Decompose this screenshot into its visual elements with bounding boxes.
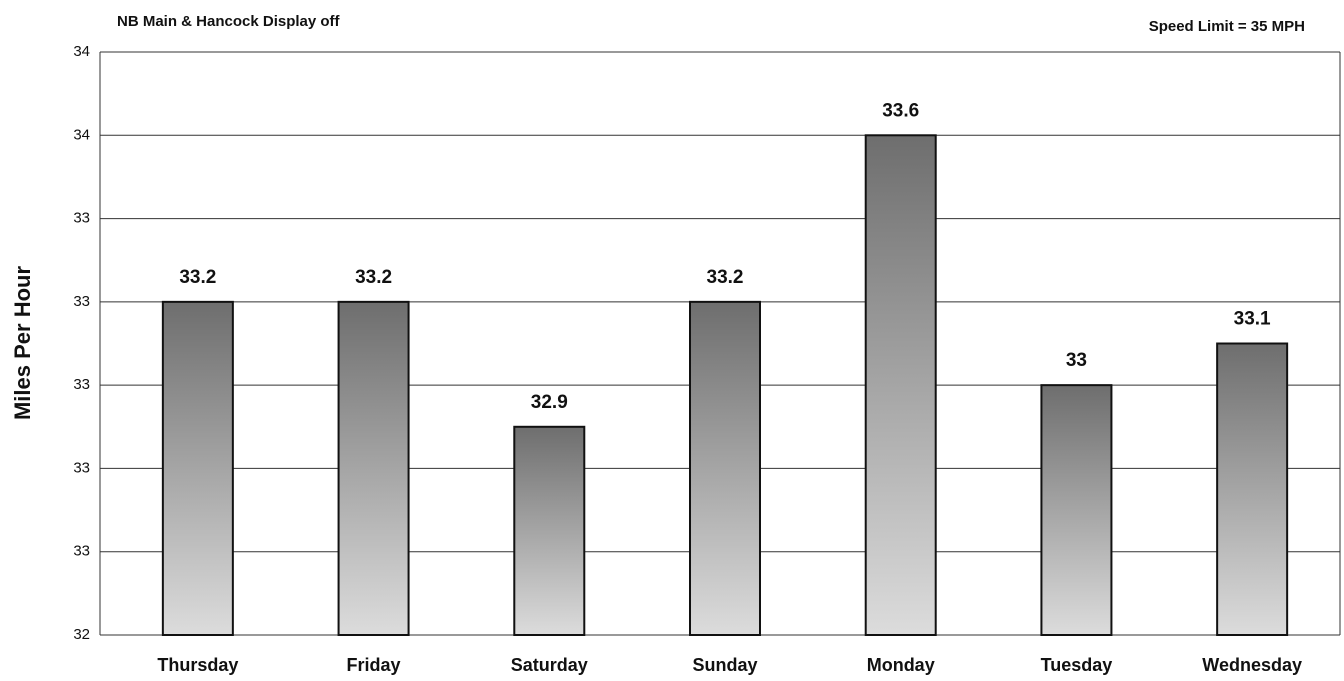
bar xyxy=(1040,384,1113,636)
chart-title: NB Main & Hancock Display off xyxy=(117,13,341,30)
y-tick-label: 32 xyxy=(73,626,90,643)
x-tick-label: Sunday xyxy=(692,655,757,675)
y-tick-label: 33 xyxy=(73,210,90,227)
y-tick-label: 34 xyxy=(73,43,90,60)
y-tick-label: 33 xyxy=(73,543,90,560)
annotation: Speed Limit = 35 MPH xyxy=(1149,18,1305,35)
data-label: 32.9 xyxy=(531,392,568,413)
y-tick-label: 33 xyxy=(73,376,90,393)
y-tick-label: 33 xyxy=(73,293,90,310)
data-label: 33.1 xyxy=(1234,309,1271,330)
bar xyxy=(864,134,937,637)
x-tick-label: Thursday xyxy=(157,655,238,675)
bar xyxy=(689,300,761,636)
x-tick-label: Tuesday xyxy=(1041,655,1113,675)
data-label: 33.2 xyxy=(179,267,216,288)
y-tick-label: 33 xyxy=(73,459,90,476)
data-label: 33.2 xyxy=(707,267,744,288)
bar xyxy=(513,425,586,636)
bar xyxy=(161,300,234,636)
x-tick-label: Friday xyxy=(347,655,401,675)
bar xyxy=(1216,342,1289,636)
data-label: 33 xyxy=(1066,350,1087,371)
x-tick-label: Monday xyxy=(867,655,935,675)
y-axis-label: Miles Per Hour xyxy=(10,266,35,420)
y-tick-label: 34 xyxy=(73,126,90,143)
bar xyxy=(337,300,410,636)
x-tick-label: Saturday xyxy=(511,655,588,675)
data-label: 33.6 xyxy=(882,100,919,121)
data-label: 33.2 xyxy=(355,267,392,288)
x-tick-label: Wednesday xyxy=(1202,655,1302,675)
